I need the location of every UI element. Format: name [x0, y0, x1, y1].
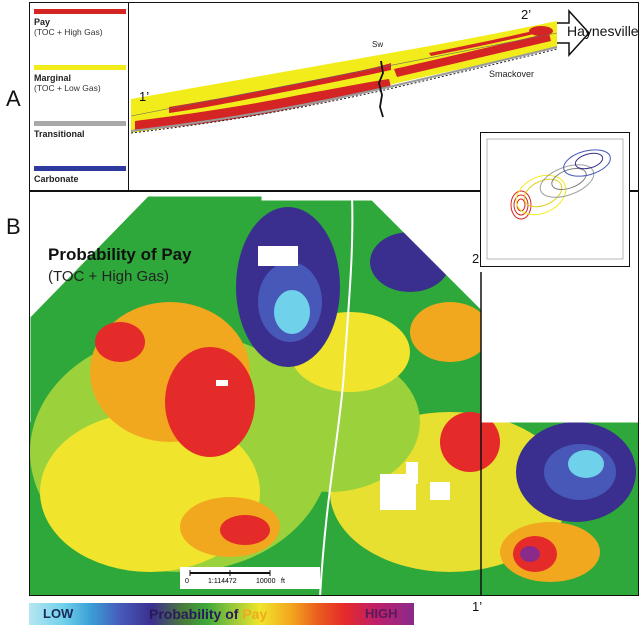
- haynesville-label: Haynesville: [567, 23, 639, 39]
- scale-unit-label: ft: [281, 578, 285, 585]
- legend-label-carbonate: Carbonate: [34, 174, 79, 184]
- haynesville-arrow: [557, 9, 591, 57]
- pay-band-east: [394, 33, 551, 77]
- legend-label-marginal: Marginal: [34, 73, 72, 83]
- well-label: Sw: [372, 40, 384, 49]
- legend-swatch-carbonate: [34, 166, 126, 171]
- probability-colorbar: LOW Probability of Pay HIGH: [29, 603, 414, 625]
- legend-item-carbonate: Carbonate: [34, 166, 126, 184]
- well-track: [378, 60, 384, 118]
- pay-band-upper: [169, 63, 391, 113]
- legend-swatch-pay: [34, 9, 126, 14]
- scale-bar-bg: [180, 567, 320, 589]
- scale-start-label: 0: [185, 578, 189, 585]
- pay-band-east-top: [429, 27, 550, 56]
- map-subtitle: (TOC + High Gas): [48, 268, 170, 285]
- section-line-bottom-label: 1’: [472, 599, 483, 614]
- section-start-label: 1’: [139, 89, 150, 104]
- colorbar-title: Probability of Pay: [149, 606, 267, 622]
- formation-label: Smackover: [489, 69, 535, 79]
- legend-item-pay: Pay (TOC + High Gas): [34, 9, 126, 37]
- legend-sub-marginal: (TOC + Low Gas): [34, 83, 101, 93]
- legend-label-pay: Pay: [34, 17, 51, 27]
- colorbar-low-label: LOW: [43, 606, 74, 621]
- legend-item-transitional: Transitional: [34, 121, 126, 139]
- crossplot-graphic: [486, 138, 624, 260]
- colorbar-gradient: [29, 603, 414, 625]
- scale-end-label: 10000: [256, 578, 276, 585]
- legend-sub-pay: (TOC + High Gas): [34, 27, 103, 37]
- panel-label-a: A: [6, 86, 21, 111]
- colorbar-title-pay: Pay: [242, 606, 268, 622]
- scale-ratio-label: 1:114472: [208, 578, 237, 585]
- section-line-top-label: 2’: [472, 251, 483, 266]
- facies-legend: Pay (TOC + High Gas) Marginal (TOC + Low…: [29, 2, 129, 191]
- map-boundary: [30, 195, 638, 423]
- pay-band-lower: [135, 79, 391, 131]
- legend-label-transitional: Transitional: [34, 129, 85, 139]
- section-end-label: 2’: [521, 7, 532, 22]
- colorbar-title-prefix: Probability of: [149, 606, 243, 622]
- pay-lens-east: [529, 26, 553, 36]
- cross-section-panel: 1’ 2’ Sw Smackover Haynesville: [129, 2, 639, 191]
- legend-swatch-transitional: [34, 121, 126, 126]
- colorbar-high-label: HIGH: [365, 606, 398, 621]
- crossplot-inset: [480, 132, 630, 267]
- map-title: Probability of Pay: [48, 245, 192, 264]
- cross-section-graphic: [130, 9, 591, 134]
- datum-line: [130, 32, 558, 117]
- legend-item-marginal: Marginal (TOC + Low Gas): [34, 65, 126, 93]
- legend-swatch-marginal: [34, 65, 126, 70]
- panel-label-b: B: [6, 214, 21, 239]
